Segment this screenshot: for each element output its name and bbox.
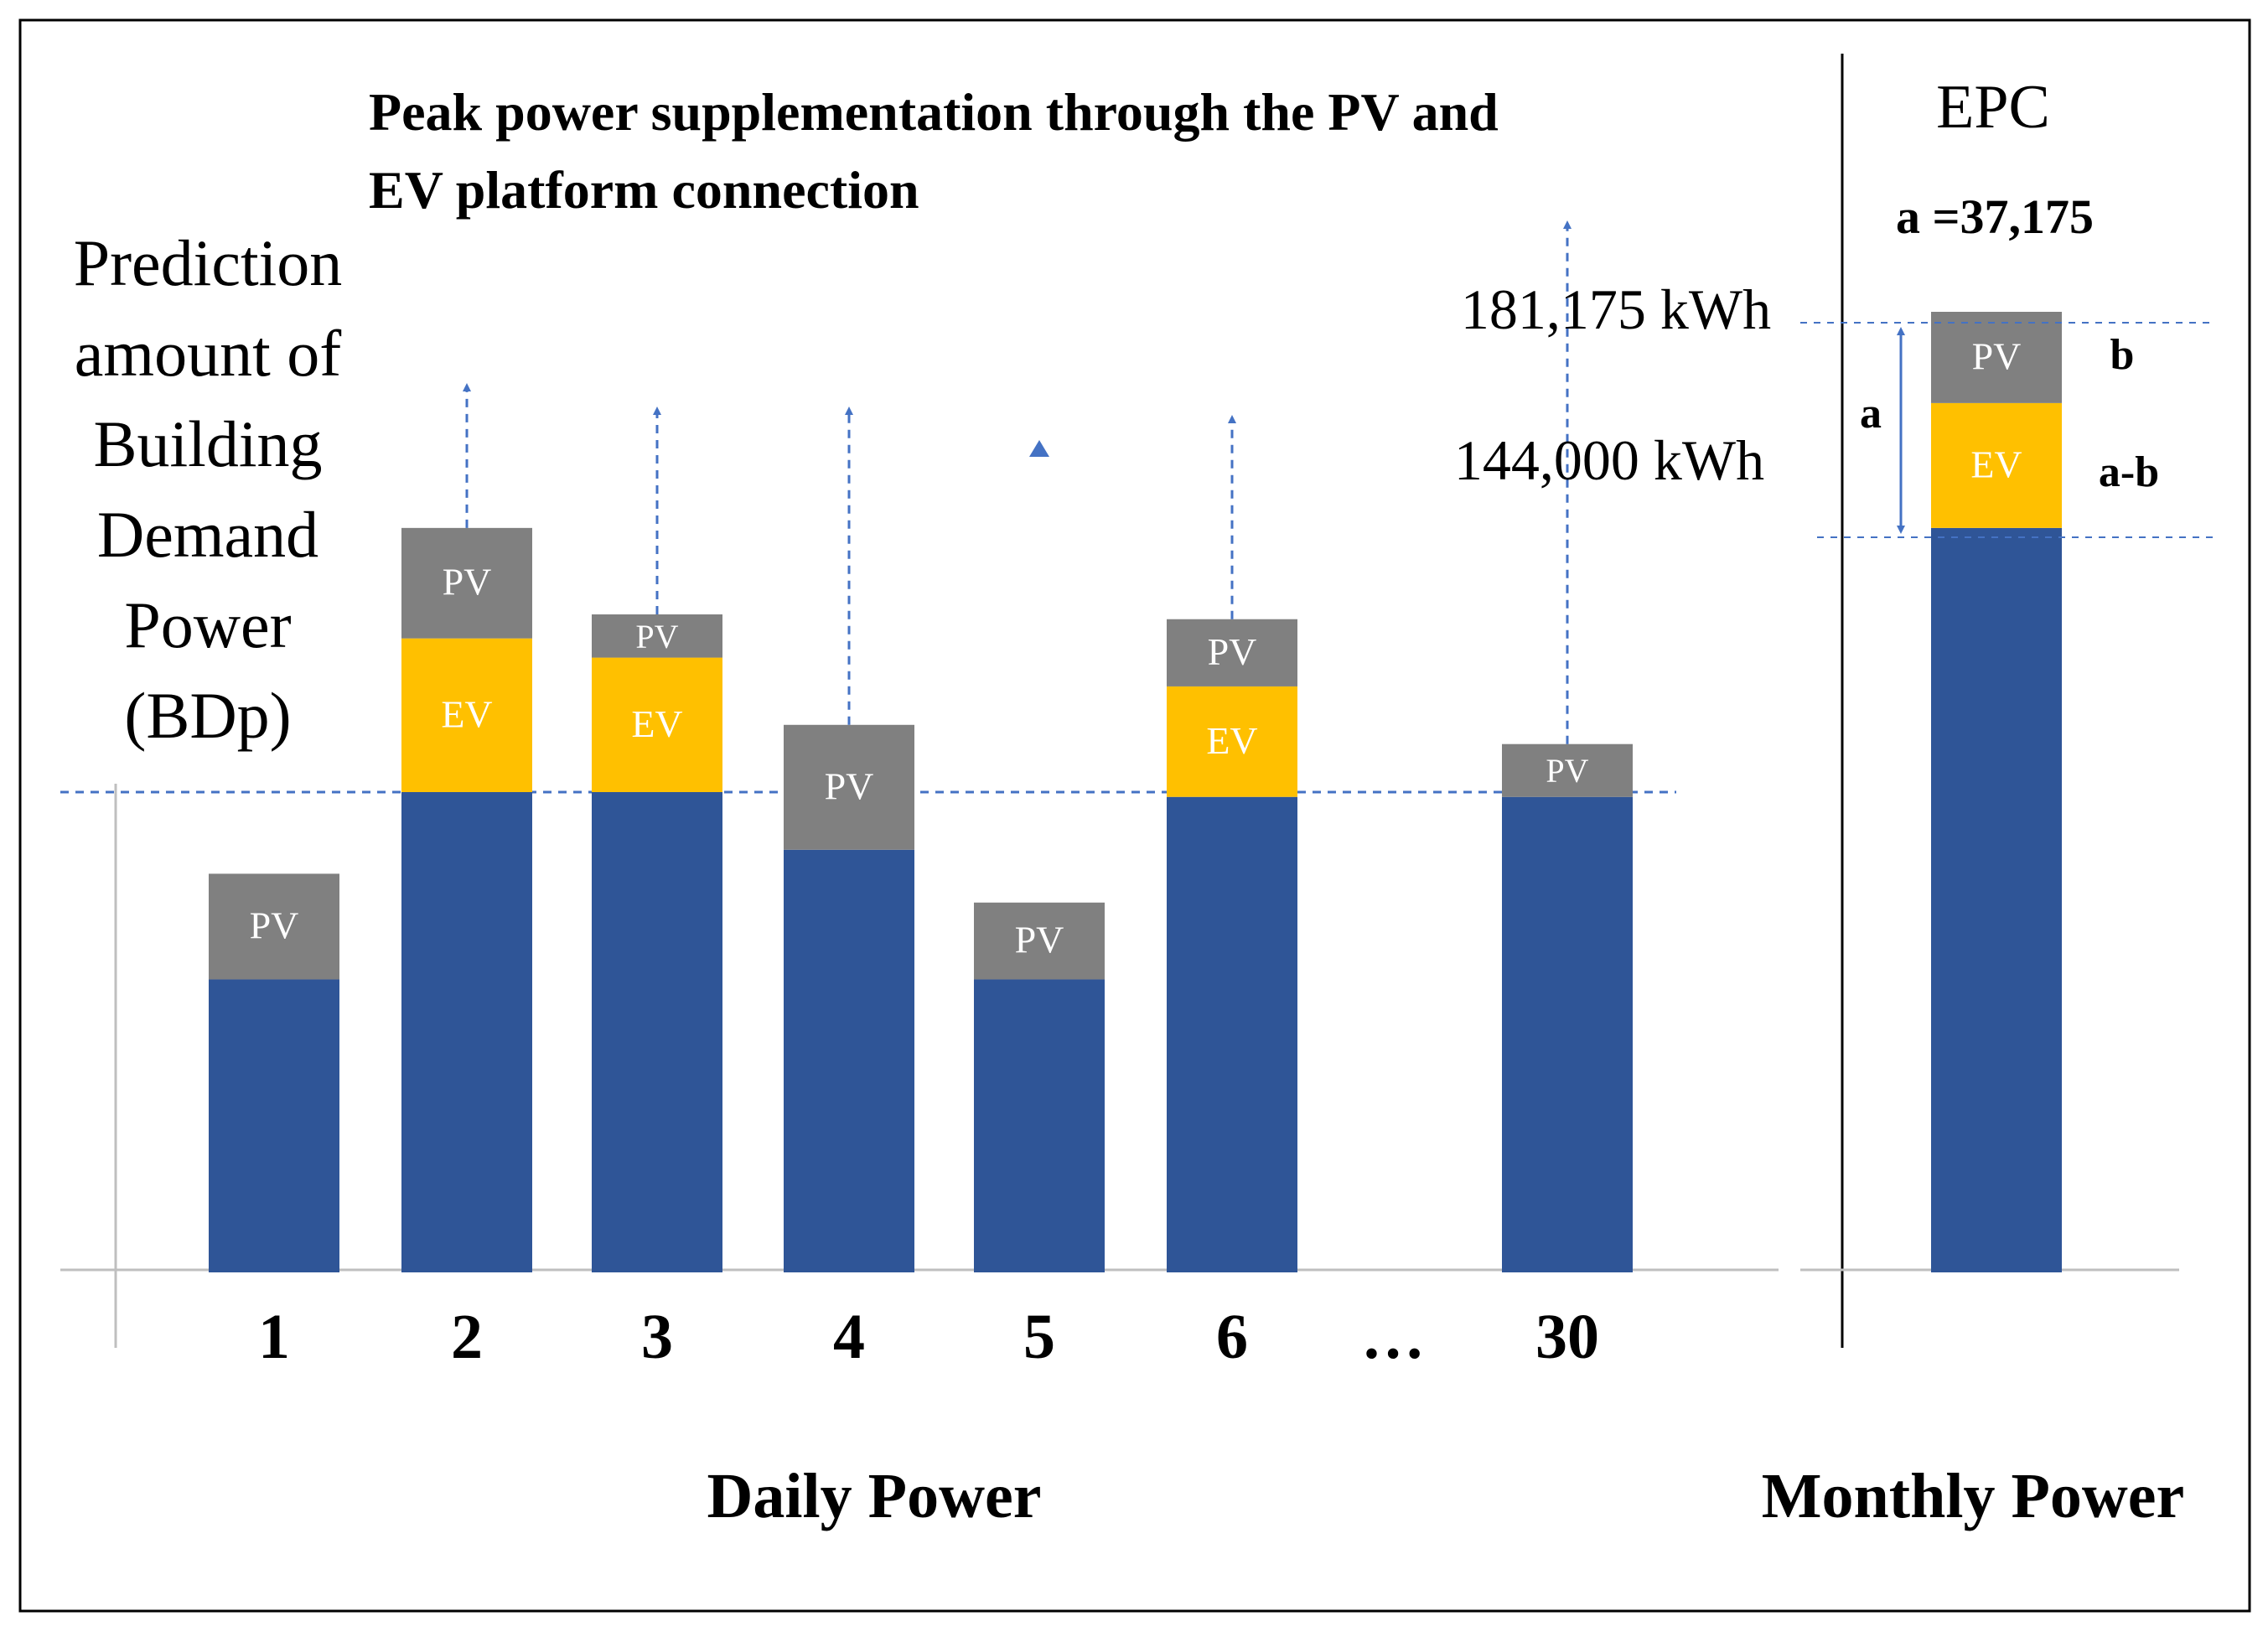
epc-heading: EPC	[1936, 73, 2050, 142]
epc-value-label: a =37,175	[1896, 189, 2094, 244]
epc-b-label: b	[2110, 331, 2135, 379]
x-tick-label: 4	[833, 1302, 865, 1372]
x-tick-label: 5	[1023, 1302, 1055, 1372]
monthly-bar-pv-segment	[1931, 312, 2062, 403]
figure-frame	[18, 18, 2251, 1613]
day-2-bar-pv-label: PV	[443, 561, 492, 604]
day-3-bar-ev-label: EV	[631, 702, 682, 745]
day-5-arrow-head	[1029, 440, 1049, 457]
day-5-bar-pv-label: PV	[1015, 919, 1064, 961]
y-axis-label-line: amount of	[75, 317, 341, 390]
monthly-section-label: Monthly Power	[1762, 1461, 2184, 1531]
day-2-bar-ev-segment	[401, 638, 532, 792]
x-tick-ellipsis: …	[1361, 1302, 1425, 1372]
day-3-bar-pv-segment	[592, 614, 722, 658]
y-axis-label-line: Demand	[97, 498, 318, 571]
day-6-bar-bdp-segment	[1167, 796, 1297, 1272]
epc-a-label: a	[1860, 390, 1882, 438]
day-3-bar-ev-segment	[592, 657, 722, 792]
day-30-bar-pv-segment	[1502, 743, 1633, 797]
day-3-bar-pv-label: PV	[635, 618, 678, 655]
day-3-bar-bdp-segment	[592, 792, 722, 1272]
y-axis-label: Prediction amount of Building Demand Pow…	[74, 226, 343, 752]
monthly-bar-ev-label: EV	[1970, 443, 2022, 485]
upper-reference-label: 181,175 kWh	[1461, 277, 1771, 341]
day-4-bar-bdp-segment	[784, 849, 914, 1272]
day-6-bar-pv-segment	[1167, 619, 1297, 686]
day-1-bar-pv-segment	[209, 873, 339, 980]
y-axis-label-line: Prediction	[74, 226, 343, 299]
day-2-bar-pv-segment	[401, 527, 532, 639]
bars-group: PV EV PV EV PV PV PV EV PV PV EV PV	[209, 220, 2062, 1272]
y-axis-label-line: (BDp)	[124, 679, 291, 752]
x-tick-label: 1	[258, 1302, 290, 1372]
y-axis-label-line: Building	[93, 407, 322, 480]
epc-a-minus-b-label: a-b	[2099, 448, 2159, 496]
lower-reference-label: 144,000 kWh	[1454, 428, 1764, 492]
x-tick-label: 6	[1216, 1302, 1248, 1372]
x-tick-label: 2	[451, 1302, 483, 1372]
monthly-bar-bdp-segment	[1931, 527, 2062, 1272]
x-tick-label: 3	[641, 1302, 673, 1372]
day-30-bar-pv-label: PV	[1546, 752, 1588, 790]
chart-title-line-2: EV platform connection	[369, 160, 919, 220]
monthly-bar-pv-label: PV	[1972, 334, 2022, 377]
day-4-bar-pv-segment	[784, 724, 914, 850]
day-5-bar-pv-segment	[974, 902, 1105, 980]
day-2-bar-ev-label: EV	[441, 692, 492, 735]
tick-labels-group: 1 2 3 4 5 6 30	[258, 1302, 1599, 1372]
day-1-bar-bdp-segment	[209, 979, 339, 1272]
day-6-bar-ev-label: EV	[1206, 719, 1257, 762]
y-axis-label-line: Power	[124, 588, 291, 661]
x-tick-label: 30	[1535, 1302, 1599, 1372]
day-2-bar-bdp-segment	[401, 792, 532, 1272]
day-1-bar-pv-label: PV	[250, 904, 299, 946]
day-6-bar-ev-segment	[1167, 686, 1297, 797]
monthly-bar-ev-segment	[1931, 402, 2062, 528]
day-5-bar-bdp-segment	[974, 979, 1105, 1272]
daily-section-label: Daily Power	[707, 1461, 1042, 1531]
day-4-bar-pv-label: PV	[825, 764, 874, 807]
day-30-bar-bdp-segment	[1502, 796, 1633, 1272]
day-6-bar-pv-label: PV	[1208, 630, 1257, 673]
chart-title-line-1: Peak power supplementation through the P…	[369, 82, 1499, 142]
